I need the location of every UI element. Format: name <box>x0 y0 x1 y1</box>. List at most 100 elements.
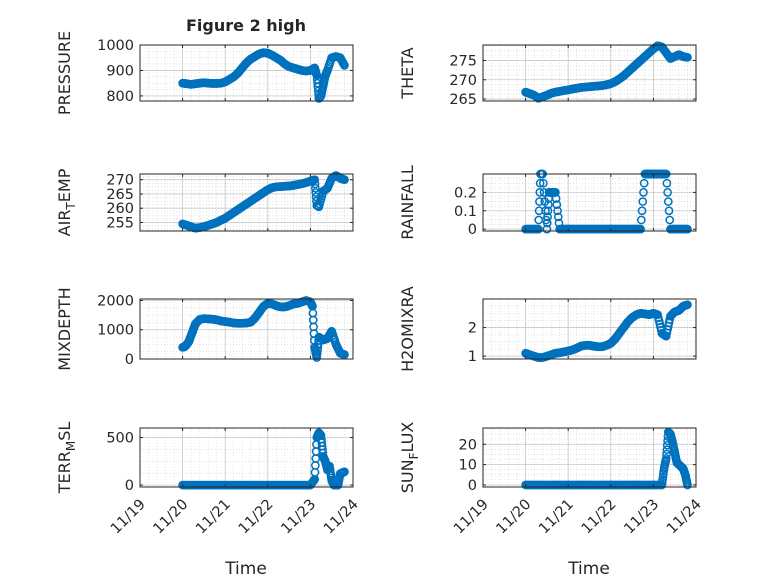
data-point <box>663 197 673 206</box>
data-point <box>636 224 645 234</box>
subplot-4: 0 0.1 0.2 RAINFALL <box>398 165 697 240</box>
data-point <box>543 206 553 216</box>
axes-box <box>139 427 354 488</box>
data-point <box>534 215 544 225</box>
data-point <box>535 188 545 197</box>
axes-box <box>482 44 697 102</box>
x-tick-label: 11/20 <box>151 497 192 538</box>
y-axis-label: AIRTEMP <box>55 168 78 236</box>
y-tick-label: 2 <box>468 321 477 337</box>
series-markers <box>521 300 692 362</box>
y-tick-label: 800 <box>106 89 134 105</box>
data-point <box>665 215 675 225</box>
data-point <box>543 200 553 209</box>
y-tick-label: 0.1 <box>454 204 477 220</box>
axes-box <box>139 173 354 232</box>
y-axis-label: MIXDEPTH <box>55 287 74 370</box>
y-tick-label: 20 <box>459 437 477 453</box>
data-point <box>551 194 561 203</box>
series-markers <box>521 427 692 490</box>
data-point <box>553 212 563 222</box>
axes-box <box>139 298 354 360</box>
series-markers <box>521 169 692 234</box>
x-tick-label: 11/23 <box>278 497 319 538</box>
data-point <box>683 300 692 310</box>
data-point <box>340 175 349 185</box>
data-point <box>310 175 320 185</box>
x-tick-label: 11/19 <box>451 497 492 538</box>
axes-box <box>482 298 697 360</box>
series-markers <box>521 41 692 103</box>
subplot-5: 0 1000 2000 MIXDEPTH <box>55 287 354 371</box>
data-point <box>552 200 562 209</box>
data-point <box>542 224 552 234</box>
xlabel-left: Time <box>224 559 267 579</box>
x-tick-label: 11/21 <box>193 497 234 538</box>
axes-box <box>139 44 354 102</box>
y-tick-label: 900 <box>106 63 134 79</box>
y-tick-label: 275 <box>449 53 477 69</box>
y-axis-label: SUNFLUX <box>398 422 421 494</box>
x-tick-label: 11/19 <box>108 497 149 538</box>
data-point <box>663 188 672 197</box>
xlabel-right: Time <box>567 559 610 579</box>
y-axis-label: RAINFALL <box>398 165 417 240</box>
data-point <box>639 178 649 188</box>
data-point <box>340 467 349 477</box>
data-point <box>311 454 321 463</box>
y-axis-label: H2OMIXRA <box>398 286 417 372</box>
y-tick-label: 265 <box>106 187 134 203</box>
data-point <box>637 206 647 216</box>
y-tick-label: 1000 <box>97 323 134 339</box>
x-tick-label: 11/24 <box>664 497 705 538</box>
data-point <box>543 212 552 222</box>
data-point <box>542 218 552 228</box>
axes-box <box>482 427 697 488</box>
data-point <box>683 224 692 234</box>
series-markers <box>178 296 349 362</box>
data-point <box>636 215 646 225</box>
data-point <box>683 53 692 62</box>
y-axis-label: PRESSURE <box>55 31 74 115</box>
series-markers <box>178 171 349 233</box>
x-tick-label: 11/24 <box>321 497 362 538</box>
data-point <box>539 178 548 188</box>
x-tick-label: 11/23 <box>621 497 662 538</box>
y-tick-label: 260 <box>106 201 134 217</box>
data-point <box>662 178 672 188</box>
data-point <box>310 468 320 477</box>
data-point <box>534 206 544 216</box>
data-point <box>662 449 671 459</box>
y-tick-label: 0 <box>468 478 477 494</box>
data-point <box>664 206 674 216</box>
data-point <box>535 178 545 188</box>
figure-title: Figure 2 high <box>186 16 306 35</box>
x-tick-label: 11/20 <box>494 497 535 538</box>
subplot-1: 800 900 1000 PRESSURE <box>55 31 354 115</box>
y-tick-label: 10 <box>459 458 477 474</box>
data-point <box>340 61 349 70</box>
data-point <box>534 224 543 234</box>
y-tick-label: 500 <box>106 431 134 447</box>
data-point <box>311 183 320 193</box>
data-point <box>638 197 648 206</box>
data-point <box>683 480 692 490</box>
data-point <box>310 179 320 189</box>
y-tick-label: 0 <box>468 222 477 238</box>
data-point <box>340 350 349 359</box>
subplot-7: 0 500 TERRMSL 11/19 11/20 11/21 11/22 11/23 11/2… <box>55 422 362 538</box>
x-tick-label: 11/22 <box>236 497 277 538</box>
x-tick-label: 11/22 <box>579 497 620 538</box>
y-tick-label: 265 <box>449 92 477 108</box>
y-axis-label: TERRMSL <box>55 422 78 495</box>
subplot-6: 1 2 H2OMIXRA <box>398 286 697 372</box>
y-tick-label: 0 <box>125 352 134 368</box>
y-tick-label: 2000 <box>97 293 134 309</box>
series-markers <box>178 48 349 103</box>
data-point <box>661 454 671 463</box>
y-tick-label: 0.2 <box>454 185 477 201</box>
series-markers <box>178 428 349 490</box>
y-tick-label: 255 <box>106 215 134 231</box>
subplot-2: 265 270 275 THETA <box>398 41 697 108</box>
